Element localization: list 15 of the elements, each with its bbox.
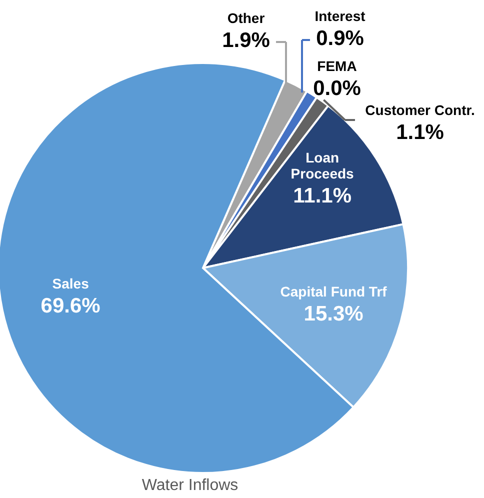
slice-label: Sales [52,276,90,292]
slice-label: Other [227,10,266,26]
data-label: 69.6% [40,294,101,318]
category-label: FEMA [317,58,357,74]
data-label: 11.1% [293,184,352,208]
data-label: 0.9% [316,27,364,50]
data-label: 1.1% [396,121,444,144]
slice-label: Interest [314,8,366,24]
data-label: 15.3% [304,302,364,326]
text: 0.0% [313,77,361,100]
slice-label: Loan Proceeds [290,150,354,182]
slice-label: Capital Fund Trf [280,284,388,300]
legend-label: Customer Contr. [365,102,475,118]
data-label: 1.9% [222,29,270,52]
text: Water Inflows [142,477,238,494]
